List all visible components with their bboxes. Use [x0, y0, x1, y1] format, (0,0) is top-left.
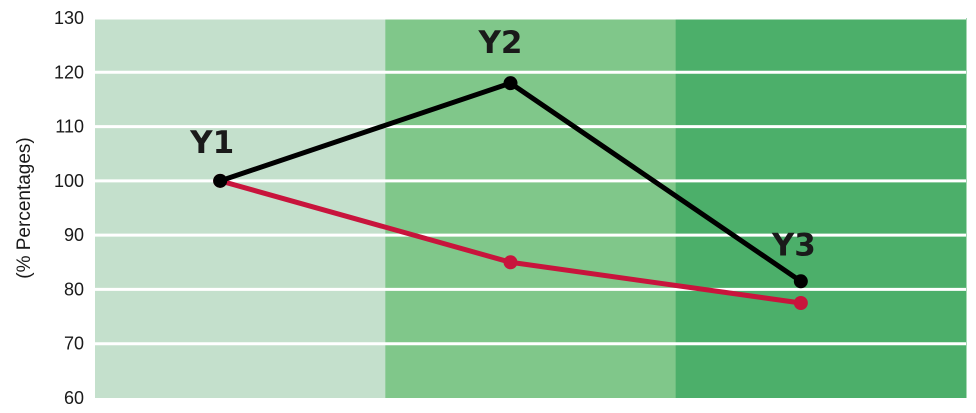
point-label-Y3: Y3 [771, 227, 816, 263]
y-tick-label: 100 [54, 171, 84, 191]
point-labels: Y1 Y2 Y3 [189, 25, 816, 263]
data-point-s1-Y2 [503, 76, 518, 91]
y-axis-ticks: 60 70 80 90 100 110 120 130 [54, 8, 84, 408]
y-tick-label: 90 [64, 225, 84, 245]
background-band-1 [95, 18, 386, 398]
background-band-2 [385, 18, 677, 398]
point-label-Y2: Y2 [477, 25, 522, 61]
y-axis-label: (% Percentages) [14, 137, 35, 279]
y-tick-label: 130 [54, 8, 84, 28]
data-point-s1-Y3 [793, 274, 808, 289]
point-label-Y1: Y1 [189, 125, 234, 161]
gridlines [95, 16, 966, 346]
data-point-s1-Y1 [213, 173, 228, 188]
y-tick-label: 110 [55, 117, 84, 137]
y-tick-label: 70 [64, 334, 84, 354]
y-tick-label: 120 [54, 62, 84, 82]
series-lines [213, 76, 808, 310]
background-band-3 [675, 18, 967, 398]
background-bands [95, 18, 967, 398]
data-point-s2-Y2 [503, 255, 518, 270]
data-point-s2-Y3 [793, 296, 808, 310]
y-tick-label: 60 [64, 388, 84, 408]
y-tick-label: 80 [64, 279, 84, 299]
